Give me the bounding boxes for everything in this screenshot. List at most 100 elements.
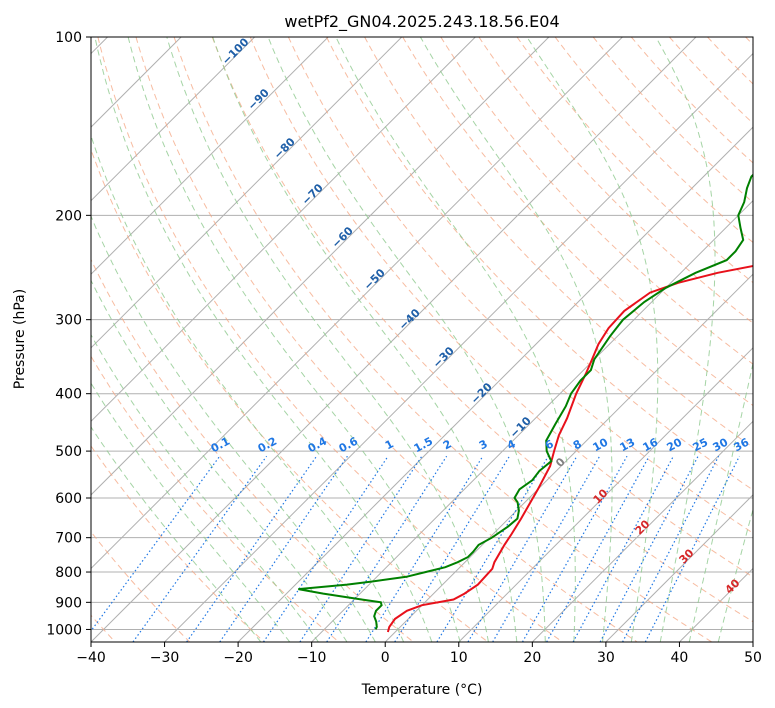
isotherm-line [311, 199, 753, 642]
moist-adiabat-line [688, 361, 753, 642]
moist-adiabat-line [91, 214, 376, 642]
dry-adiabat-label: −10 [507, 414, 534, 441]
moist-adiabat-line [335, 37, 576, 642]
x-tick-label: 0 [381, 650, 390, 666]
dry-adiabat-line [211, 37, 753, 623]
plot-frame [90, 36, 754, 643]
moist-adiabat-label: 30 [677, 546, 697, 566]
mixing-ratio-line [394, 455, 510, 642]
dry-adiabat-line [135, 37, 638, 642]
x-axis: −40 −30 −20 −10 0 10 20 30 40 50 [76, 642, 762, 666]
isotherm-line [91, 37, 476, 423]
dewpoint-line [298, 173, 753, 630]
mixing-ratio-label: 1.5 [412, 435, 435, 456]
dry-adiabat-line [592, 37, 753, 204]
mixing-ratio-label: 3 [477, 437, 490, 452]
dry-adiabat-line [402, 37, 753, 407]
mixing-ratio-line [186, 455, 318, 642]
x-axis-title: Temperature (°C) [361, 682, 483, 698]
mixing-ratio-label: 1 [383, 437, 396, 452]
dry-adiabat-line [745, 37, 753, 46]
dry-adiabat-label: −30 [430, 344, 457, 371]
moist-adiabat-line [91, 382, 291, 642]
dry-adiabat-line [249, 37, 753, 578]
mixing-ratio-line [299, 455, 423, 642]
y-tick-label: 1000 [46, 622, 82, 638]
mixing-ratio-line [263, 455, 389, 642]
dry-adiabat-label: −90 [245, 86, 272, 113]
x-tick-label: −20 [223, 650, 253, 666]
moist-adiabat-label: 40 [723, 576, 743, 596]
mixing-ratio-label: 0.2 [256, 435, 279, 456]
dry-adiabat-line [91, 258, 414, 642]
isotherm-grid [91, 37, 753, 642]
moist-adiabat-line [267, 37, 546, 642]
temperature-line [386, 264, 753, 633]
dry-adiabat-line [554, 37, 753, 244]
mixing-ratio-line [91, 455, 221, 632]
mixing-ratio-label: 30 [711, 435, 731, 454]
isotherm-line [752, 641, 753, 642]
mixing-ratio-line [436, 455, 549, 642]
x-tick-label: −10 [297, 650, 327, 666]
mixing-ratio-label: 20 [665, 435, 685, 454]
mixing-ratio-line [546, 455, 650, 642]
mixing-ratio-line [644, 455, 740, 642]
y-tick-label: 800 [55, 565, 82, 581]
moist-adiabat-lines [91, 37, 753, 642]
dry-adiabat-label: −70 [299, 181, 326, 208]
dry-adiabat-line [91, 355, 340, 642]
mixing-ratio-label: 0.4 [306, 434, 330, 455]
dry-adiabat-line [440, 37, 753, 365]
isotherm-line [91, 37, 623, 570]
dry-adiabat-line [478, 37, 753, 324]
moist-adiabat-line [91, 333, 319, 642]
y-axis-title: Pressure (hPa) [12, 289, 28, 389]
moist-adiabat-line [166, 37, 489, 642]
y-tick-label: 200 [55, 208, 82, 224]
dry-adiabat-line [364, 37, 753, 449]
mixing-ratio-lines [91, 455, 740, 642]
isotherm-line [531, 420, 753, 642]
x-tick-label: −30 [150, 650, 180, 666]
mixing-ratio-label: 13 [618, 436, 638, 455]
y-axis: 1000 900 800 700 600 500 400 300 200 100 [46, 30, 91, 638]
isotherm-line [679, 567, 753, 642]
profile-lines [298, 173, 753, 633]
mixing-ratio-label: 0.6 [337, 434, 361, 455]
dry-adiabat-lines [91, 37, 753, 642]
dry-adiabat-line [173, 37, 713, 642]
dry-adiabat-line [97, 37, 563, 642]
mixing-ratio-line [622, 455, 720, 642]
moist-adiabat-line [91, 134, 405, 642]
dry-adiabat-line [91, 445, 265, 642]
moist-adiabat-line [717, 507, 753, 642]
mixing-ratio-line [599, 455, 699, 642]
y-tick-label: 900 [55, 595, 82, 611]
x-tick-label: 20 [523, 650, 541, 666]
moist-adiabat-line [91, 426, 262, 642]
moist-adiabat-label: 10 [591, 486, 611, 506]
moist-adiabat-line [212, 37, 518, 642]
isobar-grid [91, 37, 753, 630]
mixing-ratio-line [365, 455, 484, 642]
y-tick-label: 300 [55, 313, 82, 329]
dry-adiabat-label: −100 [220, 35, 252, 67]
y-tick-label: 400 [55, 387, 82, 403]
y-tick-label: 500 [55, 444, 82, 460]
x-tick-label: 50 [744, 650, 762, 666]
mixing-ratio-label: 25 [691, 436, 711, 455]
x-tick-label: 10 [450, 650, 468, 666]
moist-adiabat-line [94, 37, 433, 642]
dry-adiabat-line [287, 37, 753, 534]
dry-adiabat-label: −60 [329, 224, 356, 251]
moist-adiabat-line [526, 37, 659, 642]
dry-adiabat-line [91, 148, 489, 642]
isotherm-line [164, 52, 753, 642]
chart-title: wetPf2_GN04.2025.243.18.56.E04 [284, 12, 559, 32]
isotherm-line [91, 37, 329, 275]
dry-adiabat-label: −80 [271, 135, 298, 162]
mixing-ratio-label: 16 [641, 435, 661, 454]
isotherm-line [605, 494, 753, 642]
